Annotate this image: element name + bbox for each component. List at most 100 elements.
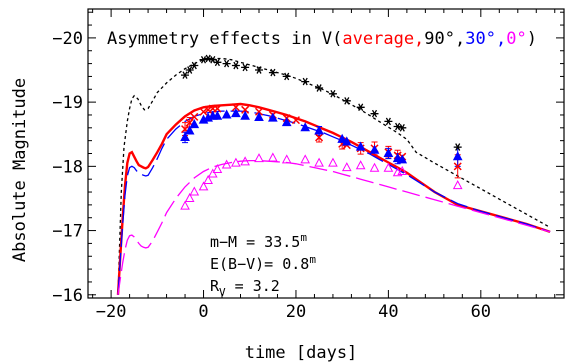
marker-star-0-10	[255, 66, 263, 74]
marker-triangle-2-17	[355, 141, 366, 151]
x-tick-label: −20	[96, 302, 127, 322]
marker-cross-1-13	[315, 133, 324, 142]
marker-triangle-3-2	[189, 186, 200, 196]
marker-star-0-0	[181, 71, 189, 79]
marker-star-0-6	[213, 58, 222, 67]
marker-star-0-11	[268, 68, 277, 77]
annotation-rv-sub: V	[219, 286, 226, 299]
annotation-distance: m−M = 33.5m	[210, 231, 307, 251]
marker-triangle-3-3	[198, 181, 209, 191]
marker-triangle-3-13	[300, 154, 311, 164]
annotation-rv-base: R	[210, 277, 220, 295]
marker-star-0-22	[453, 143, 462, 151]
marker-triangle-3-5	[207, 168, 218, 178]
annotation-extinction: E(B−V)= 0.8m	[210, 253, 316, 273]
marker-triangle-2-12	[281, 117, 292, 127]
marker-triangle-3-11	[268, 152, 278, 162]
title-part-0: Asymmetry effects in V(	[107, 29, 342, 49]
marker-star-0-17	[356, 103, 365, 112]
marker-star-0-20	[393, 122, 402, 131]
marker-cross-1-2	[190, 112, 199, 121]
marker-star-0-15	[328, 89, 337, 98]
marker-cross-1-6	[213, 104, 222, 113]
y-tick-label: −19	[52, 93, 83, 113]
marker-star-0-19	[384, 117, 393, 126]
marker-triangle-3-15	[328, 157, 338, 167]
marker-star-0-18	[370, 109, 379, 118]
annotation-distance-sup: m	[300, 231, 307, 244]
series-line-0	[117, 57, 551, 295]
marker-triangle-2-11	[268, 112, 278, 122]
marker-triangle-2-14	[314, 125, 324, 135]
marker-star-0-1	[185, 66, 194, 74]
marker-star-0-4	[204, 54, 213, 63]
title-part-3: 30°,	[465, 29, 506, 49]
marker-triangle-2-19	[383, 147, 394, 157]
marker-triangle-3-14	[314, 157, 324, 167]
title-part-1: average,	[342, 29, 424, 49]
marker-triangle-3-10	[254, 153, 264, 163]
marker-star-0-9	[241, 63, 250, 72]
marker-triangle-2-9	[240, 110, 250, 120]
title-part-5: )	[527, 29, 537, 49]
marker-triangle-2-22	[452, 151, 463, 161]
annotation-distance-base: m−M = 33.5	[210, 233, 300, 251]
marker-triangle-2-10	[254, 111, 264, 122]
marker-triangle-2-8	[231, 108, 241, 118]
marker-cross-1-8	[241, 105, 250, 114]
marker-triangle-3-19	[383, 162, 394, 172]
markers-layer	[180, 54, 463, 210]
marker-triangle-3-12	[281, 154, 292, 164]
marker-triangle-3-18	[369, 162, 380, 172]
chart-title: Asymmetry effects in V(average,90°,30°,0…	[107, 29, 537, 49]
y-tick-label: −18	[52, 157, 83, 177]
y-axis-label: Absolute Magnitude	[10, 78, 30, 262]
marker-triangle-2-18	[369, 144, 380, 154]
x-tick-label: 0	[198, 302, 208, 322]
x-tick-label: 40	[378, 302, 398, 322]
marker-triangle-2-0	[180, 131, 190, 141]
series-line-3	[117, 159, 551, 295]
title-part-2: 90°,	[424, 29, 465, 49]
marker-star-0-7	[222, 59, 231, 68]
marker-triangle-3-7	[221, 159, 232, 169]
marker-triangle-2-1	[184, 125, 195, 135]
marker-cross-1-9	[254, 107, 264, 116]
marker-triangle-3-1	[184, 192, 195, 202]
marker-star-0-8	[231, 61, 240, 70]
marker-triangle-3-16	[341, 162, 352, 172]
marker-star-0-21	[398, 123, 407, 132]
marker-triangle-3-8	[231, 157, 241, 167]
marker-cross-1-4	[204, 105, 213, 114]
marker-triangle-2-6	[212, 110, 223, 120]
x-axis-label: time [days]	[245, 343, 358, 363]
marker-cross-1-3	[199, 107, 208, 116]
annotation-rv-rest: = 3.2	[226, 277, 280, 295]
title-part-4: 0°	[506, 29, 526, 49]
annotation-extinction-sup: m	[309, 253, 316, 266]
marker-triangle-3-6	[212, 163, 223, 174]
marker-triangle-2-15	[337, 133, 348, 143]
marker-cross-1-7	[231, 103, 240, 112]
marker-triangle-2-2	[189, 119, 200, 129]
marker-triangle-3-22	[452, 180, 463, 190]
marker-triangle-3-4	[203, 174, 213, 184]
ticks-layer: −20 0 20 40 60 −16 −17 −18 −19 −20	[52, 9, 564, 322]
curves-layer	[116, 57, 551, 295]
x-tick-label: 20	[286, 302, 306, 322]
marker-triangle-2-13	[300, 122, 311, 132]
y-tick-label: −17	[52, 222, 83, 242]
marker-cross-1-12	[291, 116, 300, 125]
marker-triangle-3-0	[180, 200, 190, 210]
series-line-1	[116, 102, 551, 295]
marker-star-0-14	[315, 84, 324, 92]
marker-triangle-3-21	[397, 165, 408, 175]
y-tick-label: −20	[52, 29, 83, 49]
marker-star-0-3	[199, 55, 208, 64]
marker-triangle-2-16	[341, 136, 352, 146]
marker-star-0-2	[190, 61, 199, 70]
annotation-extinction-base: E(B−V)= 0.8	[210, 255, 309, 273]
marker-triangle-2-21	[397, 154, 408, 164]
marker-star-0-16	[342, 97, 351, 105]
